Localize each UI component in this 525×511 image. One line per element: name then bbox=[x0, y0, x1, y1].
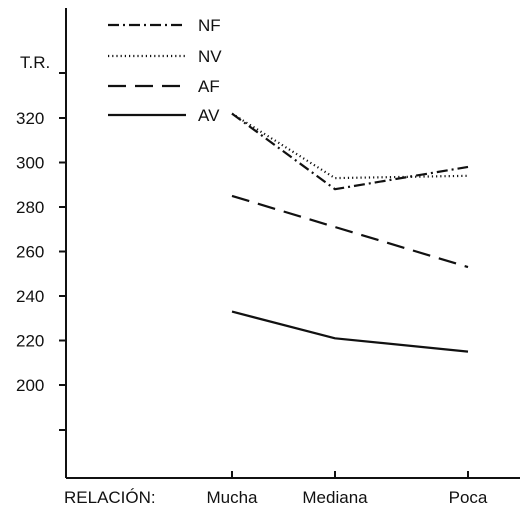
x-tick-label: Mediana bbox=[302, 488, 368, 507]
series-lines bbox=[231, 112, 469, 353]
series-line-av bbox=[231, 310, 469, 353]
y-tick-label: 220 bbox=[16, 332, 44, 351]
y-tick-label: 200 bbox=[16, 376, 44, 395]
y-tick-label: 280 bbox=[16, 198, 44, 217]
y-axis-ticks: 200 220 240 260 280 300 320 bbox=[16, 72, 66, 431]
series-line-nv bbox=[231, 112, 469, 180]
y-tick-label: 300 bbox=[16, 154, 44, 173]
legend: NF NV AF AV bbox=[108, 16, 222, 125]
legend-label: AF bbox=[198, 77, 220, 96]
series-line-nf bbox=[231, 112, 469, 191]
legend-label: AV bbox=[198, 106, 220, 125]
x-tick-label: Mucha bbox=[206, 488, 258, 507]
axes bbox=[65, 8, 520, 479]
y-tick-label: 240 bbox=[16, 287, 44, 306]
y-tick-label: 260 bbox=[16, 243, 44, 262]
legend-label: NF bbox=[198, 16, 221, 35]
legend-label: NV bbox=[198, 47, 222, 66]
x-tick-label: Poca bbox=[449, 488, 488, 507]
x-axis-ticks: Mucha Mediana Poca bbox=[206, 471, 488, 507]
y-tick-label: 320 bbox=[16, 109, 44, 128]
x-axis-label-prefix: RELACIÓN: bbox=[64, 488, 156, 507]
y-axis-label: T.R. bbox=[20, 53, 50, 72]
series-line-af bbox=[231, 194, 469, 269]
